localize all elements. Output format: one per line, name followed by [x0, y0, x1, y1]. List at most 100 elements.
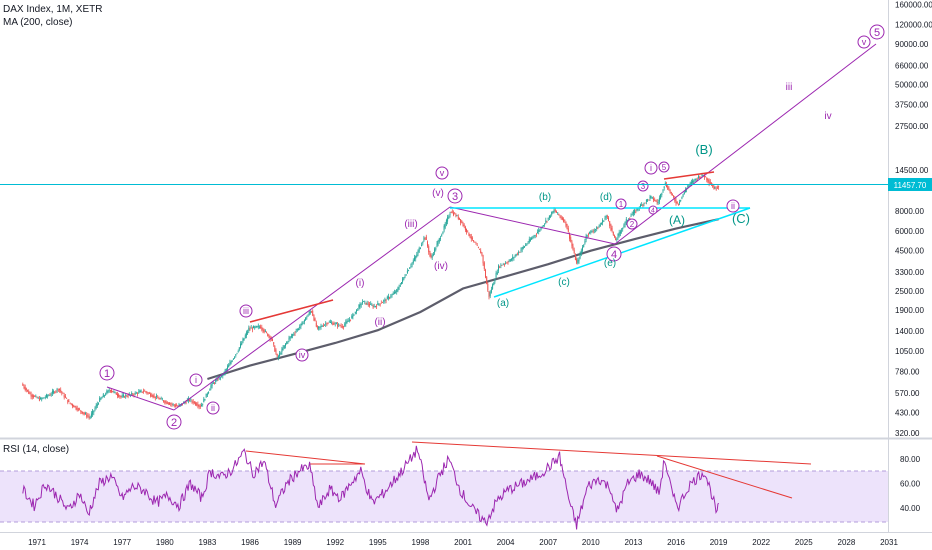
wave-label[interactable]: v — [440, 168, 445, 178]
wave-label[interactable]: (c) — [558, 277, 570, 288]
candle-body — [243, 338, 245, 341]
candle-body — [251, 328, 253, 330]
candle-body — [267, 333, 269, 337]
candle-body — [469, 234, 471, 238]
wave-label[interactable]: 2 — [171, 417, 177, 429]
wave-circle-marker[interactable] — [648, 205, 658, 215]
wave-label[interactable]: (v) — [432, 188, 444, 199]
wave-label[interactable]: 2 — [630, 220, 635, 229]
wave-label[interactable]: (iv) — [434, 261, 448, 272]
candle-body — [454, 213, 456, 215]
wave-label[interactable]: 4 — [611, 249, 617, 261]
wave-label[interactable]: i — [650, 163, 652, 173]
candle-body — [253, 326, 254, 329]
drawings-layer[interactable]: 12345iiiiiiivvii(iii)(iv)(v)(i)(ii)(a)(b… — [99, 24, 885, 499]
wave-label[interactable]: iii — [243, 306, 249, 316]
time-axis[interactable]: 1971 1974 1977 1980 1983 1986 1989 1992 1995 1998… — [28, 538, 898, 547]
wave-label[interactable]: (B) — [695, 142, 712, 157]
candle-body — [513, 257, 515, 258]
wave-circle-marker[interactable] — [166, 414, 182, 430]
wave-circle-marker[interactable] — [295, 348, 309, 362]
wave-circle-marker[interactable] — [869, 24, 885, 40]
rsi-trendline[interactable] — [245, 450, 366, 465]
wave-trendline[interactable] — [614, 43, 877, 245]
wave-label[interactable]: 5 — [874, 27, 880, 39]
wave-trendline[interactable] — [449, 206, 616, 245]
wave-label[interactable]: 1 — [104, 368, 110, 380]
candle-body — [122, 394, 124, 397]
candle-body — [117, 393, 118, 396]
time-axis-label: 1977 — [113, 538, 131, 547]
candle-body — [379, 303, 381, 305]
candle-body — [676, 201, 678, 204]
wave-circle-marker[interactable] — [447, 188, 463, 204]
rsi-trendline[interactable] — [411, 441, 812, 465]
candle-body — [27, 389, 28, 391]
wave-circle-marker[interactable] — [189, 373, 203, 387]
wave-label[interactable]: 5 — [662, 163, 667, 172]
wave-label[interactable]: 4 — [651, 207, 655, 214]
wave-label[interactable]: iv — [824, 111, 831, 122]
wave-label[interactable]: (C) — [732, 211, 750, 226]
candle-body — [380, 302, 382, 304]
wave-label[interactable]: (d) — [600, 192, 612, 203]
wave-label[interactable]: (b) — [539, 192, 551, 203]
wave-label[interactable]: 3 — [641, 182, 646, 191]
candle-body — [554, 210, 556, 212]
wave-trendline[interactable] — [106, 386, 175, 411]
wave-label[interactable]: (i) — [356, 278, 365, 289]
rsi-axis[interactable]: 40.00 60.00 80.00 — [900, 455, 921, 513]
candle-body — [610, 224, 612, 230]
wave-circle-marker[interactable] — [726, 199, 740, 213]
wave-label[interactable]: i — [195, 375, 197, 385]
wave-label[interactable]: ii — [211, 403, 215, 413]
wave-circle-marker[interactable] — [626, 218, 638, 230]
wave-label[interactable]: ii — [731, 201, 735, 211]
wave-circle-marker[interactable] — [637, 180, 649, 192]
wave-circle-marker[interactable] — [606, 246, 622, 262]
red-trendline[interactable] — [249, 299, 334, 323]
price-pane[interactable] — [0, 0, 888, 437]
wave-circle-marker[interactable] — [644, 161, 658, 175]
candle-body — [519, 252, 521, 253]
wave-circle-marker[interactable] — [615, 198, 627, 210]
candle-body — [357, 310, 359, 311]
candle-body — [61, 391, 63, 394]
candle-body — [57, 389, 59, 391]
candle-body — [173, 404, 175, 406]
candle-body — [165, 401, 167, 403]
candle-body — [330, 322, 331, 323]
wave-trendline[interactable] — [173, 206, 451, 411]
cyan-trendline[interactable] — [493, 207, 751, 298]
price-axis[interactable]: 320.00 430.00 570.00 780.00 1050.00 1400.00 19… — [895, 0, 932, 438]
candle-body — [100, 397, 102, 400]
wave-circle-marker[interactable] — [239, 304, 253, 318]
candle-body — [312, 310, 314, 316]
candle-body — [54, 391, 56, 393]
candle-body — [229, 362, 231, 366]
candle-body — [238, 347, 240, 350]
wave-label[interactable]: 3 — [452, 191, 458, 203]
candle-body — [472, 238, 473, 240]
wave-circle-marker[interactable] — [206, 401, 220, 415]
wave-circle-marker[interactable] — [435, 166, 449, 180]
candle-body — [176, 405, 178, 407]
wave-label[interactable]: 1 — [619, 200, 624, 209]
wave-label[interactable]: iii — [786, 82, 793, 93]
wave-label[interactable]: (e) — [604, 258, 616, 269]
wave-label[interactable]: (a) — [497, 298, 509, 309]
wave-circle-marker[interactable] — [658, 161, 670, 173]
wave-label[interactable]: (A) — [669, 213, 685, 227]
candle-body — [286, 341, 288, 345]
wave-label[interactable]: (iii) — [404, 219, 417, 230]
candle-body — [428, 246, 430, 253]
wave-circle-marker[interactable] — [99, 365, 115, 381]
candle-body — [531, 238, 533, 240]
wave-label[interactable]: (ii) — [374, 317, 385, 328]
wave-label[interactable]: iv — [299, 350, 306, 360]
wave-circle-marker[interactable] — [857, 35, 871, 49]
rsi-trendline[interactable] — [656, 455, 793, 499]
wave-label[interactable]: v — [862, 37, 867, 47]
red-trendline[interactable] — [663, 171, 715, 180]
